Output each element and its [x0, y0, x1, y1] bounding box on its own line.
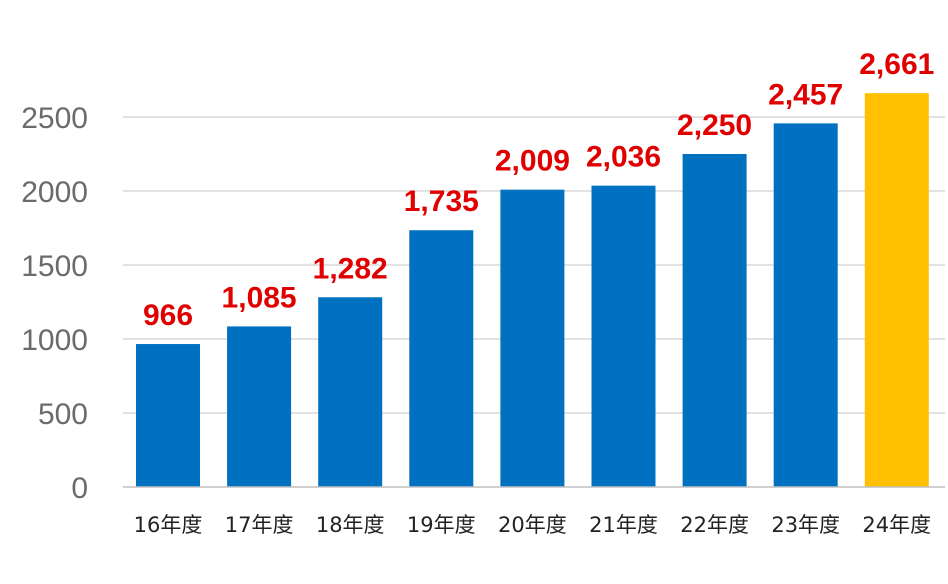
bar: [318, 297, 383, 487]
data-label: 2,250: [677, 109, 752, 142]
x-tick-label: 22年度: [680, 513, 749, 537]
bar: [409, 230, 474, 487]
x-tick-label: 21年度: [589, 513, 658, 537]
bar: [682, 154, 747, 487]
y-tick-label: 0: [71, 472, 88, 505]
x-tick-label: 18年度: [316, 513, 385, 537]
data-label: 2,661: [859, 48, 934, 81]
bar: [864, 93, 929, 487]
y-tick-label: 2500: [21, 102, 88, 135]
data-label: 966: [143, 299, 193, 332]
bar: [136, 344, 200, 487]
x-tick-label: 16年度: [134, 513, 203, 537]
x-tick-label: 24年度: [862, 513, 931, 537]
x-tick-label: 20年度: [498, 513, 567, 537]
data-label: 2,009: [495, 145, 570, 178]
bar: [227, 326, 292, 487]
data-label: 2,036: [586, 141, 661, 174]
x-tick-label: 19年度: [407, 513, 476, 537]
y-tick-label: 1500: [21, 250, 88, 283]
y-tick-label: 2000: [21, 176, 88, 209]
data-labels: 966 1,085 1,282 1,735 2,009 2,036 2,250 2,457 2,…: [143, 48, 934, 332]
bar: [591, 185, 656, 487]
data-label: 1,085: [222, 281, 297, 314]
data-label: 1,735: [404, 185, 479, 218]
x-axis-labels: 16年度 17年度 18年度 19年度 20年度 21年度 22年度 23年度 24年度: [134, 513, 932, 537]
bars: [136, 93, 929, 487]
data-label: 1,282: [313, 252, 388, 285]
data-label: 2,457: [768, 78, 843, 111]
bar: [500, 189, 565, 487]
y-tick-label: 500: [38, 398, 88, 431]
y-tick-label: 1000: [21, 324, 88, 357]
x-tick-label: 23年度: [771, 513, 840, 537]
y-axis-ticks: 0 500 1000 1500 2000 2500: [21, 102, 88, 505]
x-tick-label: 17年度: [225, 513, 294, 537]
bar: [773, 123, 838, 487]
